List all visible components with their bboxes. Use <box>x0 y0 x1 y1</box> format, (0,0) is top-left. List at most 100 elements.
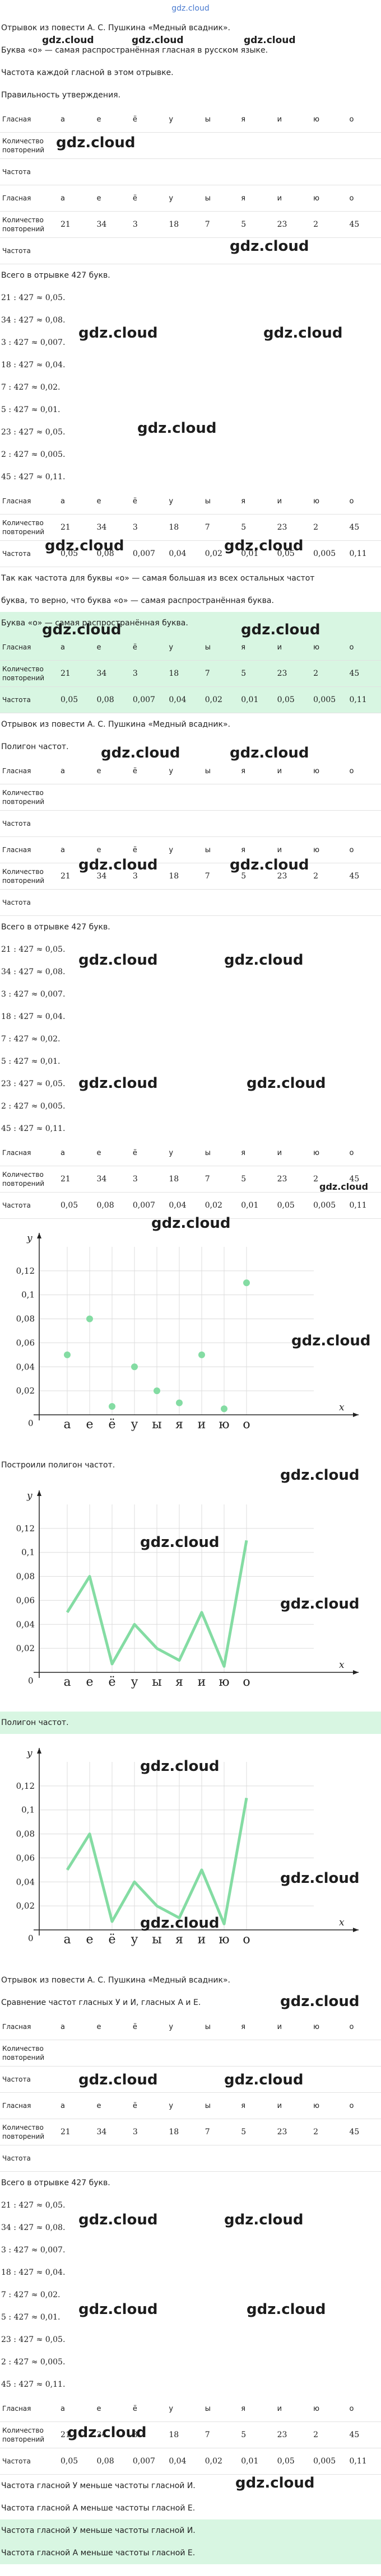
table-cell <box>272 810 309 837</box>
y-axis-label: y <box>26 1490 32 1502</box>
calculation-line: 18 : 427 ≈ 0,04. <box>1 361 66 370</box>
x-tick-label: а <box>63 1418 71 1432</box>
table-cell: 0,05 <box>272 686 309 713</box>
x-tick-label: у <box>131 1933 138 1947</box>
chart: 0,02 0,04 0,06 0,08 0,1 0,12 а е ё у ы я и ю о x y 0 <box>16 1233 359 1432</box>
table-cell: а <box>56 1140 92 1166</box>
table-cell <box>309 158 345 185</box>
table-cell: у <box>164 1140 201 1166</box>
table-cell: 5 <box>236 211 273 238</box>
calculation-line: 7 : 427 ≈ 0,02. <box>1 383 61 392</box>
table-cell: 45 <box>345 863 381 890</box>
table-cell <box>164 237 201 264</box>
x-tick-label: о <box>243 1418 250 1432</box>
table-cell: о <box>345 837 381 863</box>
table-cell <box>236 2040 273 2067</box>
table-cell: е <box>92 837 128 863</box>
table-cell: Количество повторений <box>0 2040 56 2067</box>
table-cell <box>164 784 201 811</box>
table-cell: а <box>56 634 92 661</box>
calculation: 21 : 427 ≈ 0,05. 34 : 427 ≈ 0,08. 3 : 427 … <box>0 2194 381 2396</box>
table-cell: ы <box>200 758 237 784</box>
table-cell <box>92 132 128 159</box>
table-cell: Частота <box>0 158 56 185</box>
table-cell <box>345 2066 381 2093</box>
x-tick-label: ы <box>152 1418 162 1432</box>
table-cell <box>309 889 345 916</box>
y-tick-label: 0,02 <box>16 1386 35 1396</box>
table-cell: 0,05 <box>56 686 92 713</box>
paragraph: Отрывок из повести А. С. Пушкина «Медный… <box>1 1976 230 1985</box>
table-cell <box>128 810 165 837</box>
y-tick-label: 0,08 <box>16 1572 35 1582</box>
table-cell <box>56 132 92 159</box>
table-cell <box>128 784 165 811</box>
x-tick-label: о <box>243 1675 250 1689</box>
content: Отрывок из повести А. С. Пушкина «Медный… <box>0 17 381 2564</box>
x-tick-label: ю <box>219 1675 229 1689</box>
x-tick-label: у <box>131 1675 138 1689</box>
table-cell: ё <box>128 488 165 515</box>
table-cell: 0,05 <box>272 2448 309 2475</box>
table-cell: е <box>92 185 128 212</box>
table-cell: Количество повторений <box>0 2421 56 2448</box>
table-row: Количество повторений 21 34 3 18 7 5 23 2 45 <box>0 514 381 541</box>
table-cell: 0,02 <box>200 2448 237 2475</box>
table-cell: ы <box>200 185 237 212</box>
table-wrap: Гласная а е ё у ы я и ю о Количество повторений 21 3… <box>0 837 381 916</box>
x-tick-label: е <box>86 1933 93 1947</box>
table-cell: Гласная <box>0 2093 56 2119</box>
table-cell: 18 <box>164 2421 201 2448</box>
table-cell: 0,005 <box>309 686 345 713</box>
point <box>221 1405 227 1413</box>
table-cell: Гласная <box>0 2014 56 2040</box>
table-cell <box>236 158 273 185</box>
table-cell: 3 <box>128 2119 165 2145</box>
table-cell: о <box>345 2014 381 2040</box>
table-cell <box>164 158 201 185</box>
table-cell: 23 <box>272 514 309 541</box>
site-link[interactable]: gdz.cloud <box>171 4 210 13</box>
point <box>198 1351 205 1358</box>
table-cell <box>92 2066 128 2093</box>
table-cell: 5 <box>236 863 273 890</box>
table-cell: ю <box>309 2396 345 2422</box>
table-cell: о <box>345 634 381 661</box>
table-cell: и <box>272 2396 309 2422</box>
table-cell <box>128 2145 165 2172</box>
table-cell: ё <box>128 2396 165 2422</box>
table-cell: 0,05 <box>272 1192 309 1219</box>
calculation-line: 2 : 427 ≈ 0,005. <box>1 450 66 459</box>
table-wrap: Гласная а е ё у ы я и ю о Количество повторений Час… <box>0 106 381 185</box>
table: Гласная а е ё у ы я и ю о Количество повторений Час… <box>0 758 381 837</box>
table-cell <box>345 810 381 837</box>
table-cell: 0,02 <box>200 540 237 567</box>
y-tick-label: 0,1 <box>21 1805 35 1815</box>
table-cell: 0,005 <box>309 1192 345 1219</box>
y-tick-label: 0,04 <box>16 1362 35 1372</box>
chart: 0,02 0,04 0,06 0,08 0,1 0,12 а е ё у ы я и ю о x y 0 <box>16 1490 359 1689</box>
table-cell: 0,05 <box>56 540 92 567</box>
table-cell: ы <box>200 2014 237 2040</box>
x-tick-label: о <box>243 1933 250 1947</box>
table-cell: 18 <box>164 660 201 687</box>
table-cell: ю <box>309 185 345 212</box>
table-cell <box>56 2066 92 2093</box>
table-cell: и <box>272 488 309 515</box>
x-axis-arrow <box>353 1928 359 1932</box>
x-tick-label: ю <box>219 1418 229 1432</box>
x-axis-arrow <box>353 1670 359 1675</box>
table-cell <box>56 810 92 837</box>
table-cell: 45 <box>345 2421 381 2448</box>
calculation-line: 5 : 427 ≈ 0,01. <box>1 405 61 414</box>
calculation-line: 21 : 427 ≈ 0,05. <box>1 2201 66 2210</box>
table-cell: 0,08 <box>92 686 128 713</box>
table-cell: 18 <box>164 1166 201 1193</box>
table-cell: а <box>56 185 92 212</box>
table-cell <box>345 237 381 264</box>
table: Гласная а е ё у ы я и ю о Количество повторений 21 3… <box>0 837 381 916</box>
x-tick-label: ы <box>152 1675 162 1689</box>
table-cell <box>309 810 345 837</box>
table-cell: ы <box>200 106 237 133</box>
table-cell: ы <box>200 2093 237 2119</box>
